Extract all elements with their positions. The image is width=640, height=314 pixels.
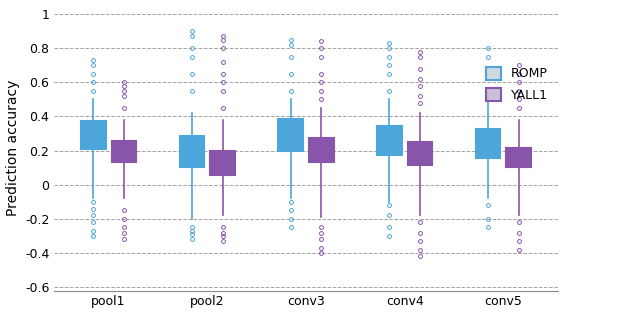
PathPatch shape — [81, 121, 106, 149]
PathPatch shape — [111, 141, 136, 162]
PathPatch shape — [180, 136, 204, 167]
PathPatch shape — [211, 151, 235, 175]
PathPatch shape — [408, 142, 432, 165]
PathPatch shape — [278, 119, 303, 151]
PathPatch shape — [476, 129, 500, 158]
Legend: ROMP, YALL1: ROMP, YALL1 — [482, 63, 552, 106]
PathPatch shape — [377, 126, 402, 155]
Y-axis label: Prediction accuracy: Prediction accuracy — [6, 80, 20, 216]
PathPatch shape — [309, 138, 333, 162]
PathPatch shape — [506, 148, 531, 167]
